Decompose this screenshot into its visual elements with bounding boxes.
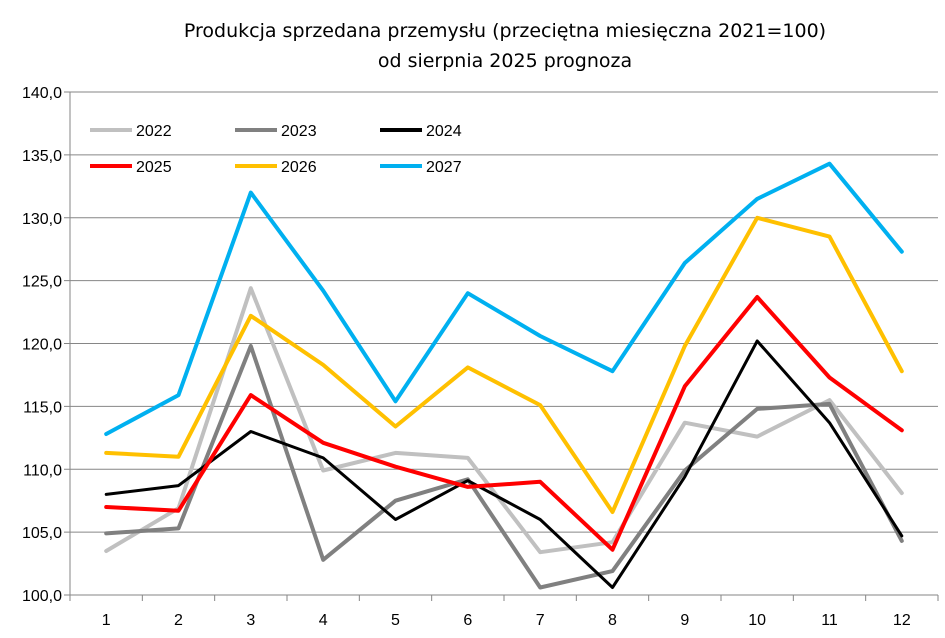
y-tick-label: 130,0: [22, 211, 62, 228]
series-line-2022: [104, 286, 904, 555]
y-tick-label: 105,0: [22, 525, 62, 542]
y-tick-label: 135,0: [22, 148, 62, 165]
legend-label-2027: 2027: [426, 159, 462, 176]
y-tick-label: 110,0: [23, 462, 62, 479]
y-tick-label: 100,0: [22, 588, 62, 605]
x-tick-label: 10: [748, 612, 766, 629]
legend-label-2022: 2022: [136, 123, 172, 140]
chart-subtitle: od sierpnia 2025 prognoza: [377, 50, 633, 72]
x-tick-label: 12: [893, 612, 911, 629]
x-tick-label: 2: [174, 612, 183, 629]
y-tick-label: 140,0: [22, 85, 62, 102]
legend-label-2024: 2024: [426, 123, 462, 140]
x-tick-label: 6: [463, 612, 472, 629]
series-line-2026: [104, 215, 904, 514]
x-tick-label: 7: [536, 612, 545, 629]
series-line-2027: [104, 161, 904, 436]
y-tick-label: 125,0: [22, 274, 62, 291]
series-line-2025: [104, 295, 904, 552]
y-tick-label: 120,0: [22, 337, 62, 354]
chart-title: Produkcja sprzedana przemysłu (przeciętn…: [183, 20, 827, 42]
x-tick-label: 9: [680, 612, 689, 629]
series-line-2024: [104, 339, 904, 589]
y-tick-label: 115,0: [23, 399, 62, 416]
legend-label-2023: 2023: [281, 123, 317, 140]
x-tick-label: 5: [391, 612, 400, 629]
legend-label-2026: 2026: [281, 159, 317, 176]
x-tick-label: 4: [319, 612, 328, 629]
series-line-2023: [104, 344, 904, 590]
x-tick-label: 1: [102, 612, 111, 629]
x-tick-label: 11: [821, 612, 838, 629]
x-tick-label: 8: [608, 612, 617, 629]
x-tick-label: 3: [246, 612, 255, 629]
legend-label-2025: 2025: [136, 159, 172, 176]
